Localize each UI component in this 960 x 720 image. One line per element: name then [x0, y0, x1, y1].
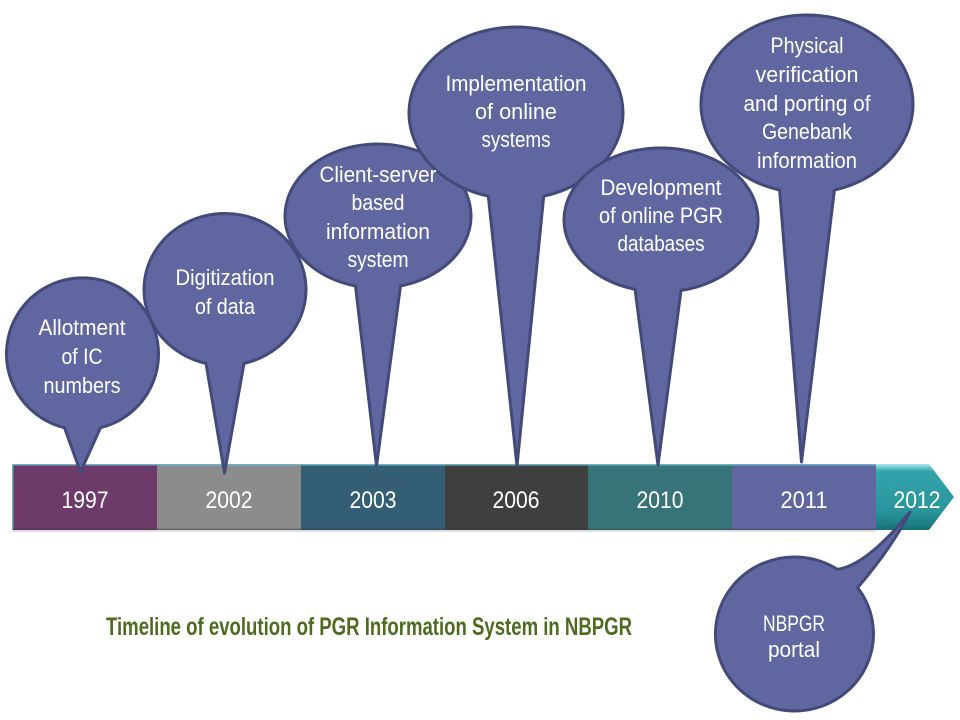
- svg-text:databases: databases: [618, 231, 705, 256]
- svg-text:system: system: [348, 247, 409, 272]
- svg-text:2003: 2003: [350, 487, 397, 514]
- svg-text:2012: 2012: [894, 487, 941, 514]
- svg-text:2002: 2002: [206, 487, 253, 514]
- svg-text:of IC: of IC: [62, 344, 103, 369]
- svg-text:Physical: Physical: [771, 33, 844, 58]
- svg-text:NBPGR: NBPGR: [763, 611, 825, 636]
- svg-text:of online PGR: of online PGR: [599, 203, 723, 228]
- svg-text:systems: systems: [482, 127, 551, 152]
- svg-text:2010: 2010: [637, 487, 684, 514]
- svg-text:Genebank: Genebank: [762, 119, 853, 144]
- svg-text:of data: of data: [195, 294, 255, 319]
- svg-text:Digitization: Digitization: [176, 265, 275, 290]
- svg-text:and porting of: and porting of: [744, 91, 872, 116]
- svg-text:1997: 1997: [62, 487, 109, 514]
- svg-text:portal: portal: [768, 637, 820, 662]
- svg-text:numbers: numbers: [44, 373, 121, 398]
- svg-text:based: based: [352, 190, 405, 215]
- svg-text:information: information: [326, 219, 430, 244]
- svg-text:Client-server: Client-server: [320, 162, 437, 187]
- svg-text:2006: 2006: [493, 487, 540, 514]
- svg-text:Timeline of evolution of PGR I: Timeline of evolution of PGR Information…: [106, 613, 632, 641]
- svg-text:information: information: [757, 148, 857, 173]
- svg-text:of online: of online: [475, 99, 557, 124]
- svg-text:Allotment: Allotment: [39, 315, 127, 340]
- svg-text:Development: Development: [601, 175, 723, 200]
- svg-text:2011: 2011: [781, 487, 828, 514]
- svg-text:verification: verification: [756, 62, 859, 87]
- svg-text:Implementation: Implementation: [446, 71, 587, 96]
